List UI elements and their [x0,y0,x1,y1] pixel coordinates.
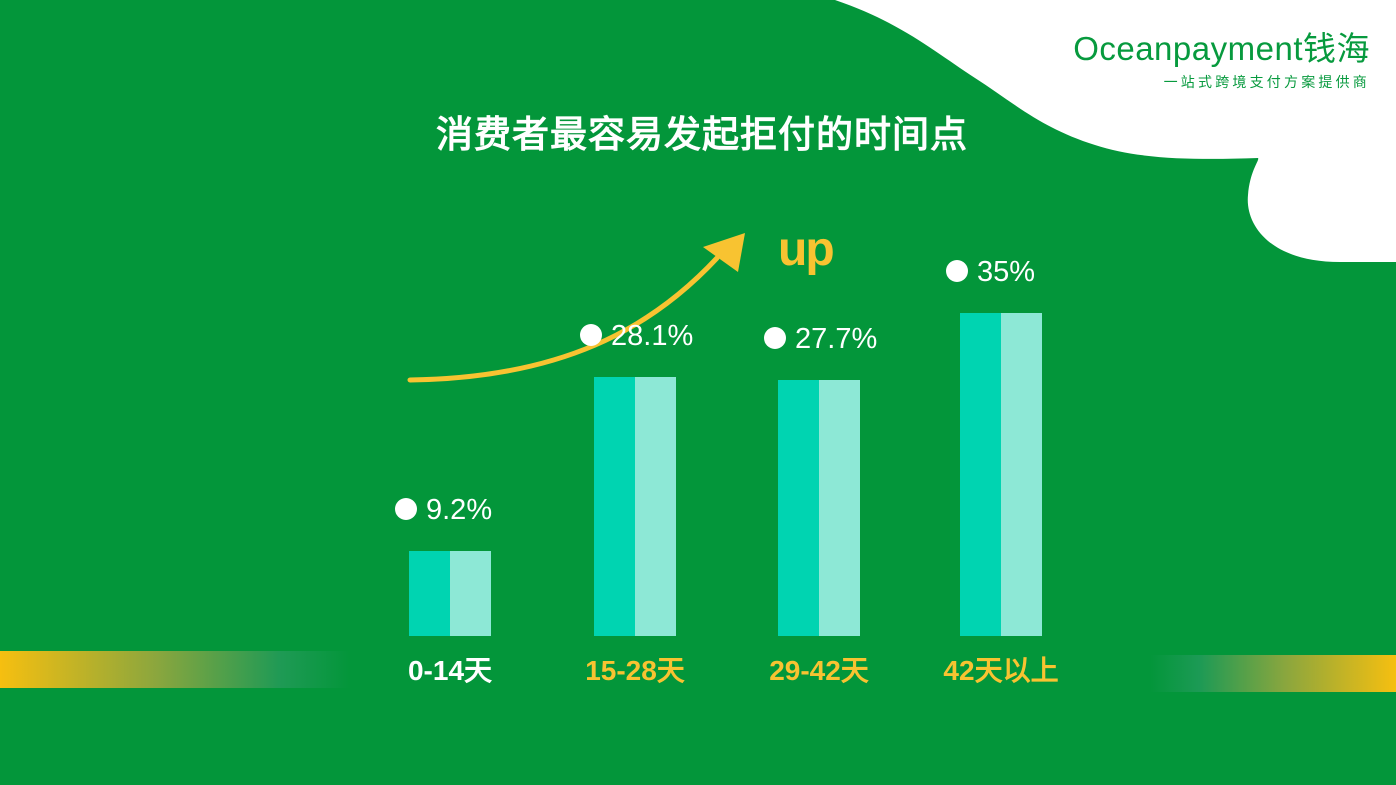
bar-light-half [450,551,491,636]
bar-4 [960,313,1042,636]
category-label: 42天以上 [943,655,1058,686]
bar-dark-half [594,377,635,636]
value-bullet-icon [395,498,417,520]
logo-wordmark: Oceanpayment钱海 [1073,30,1370,67]
category-label: 0-14天 [408,655,492,686]
value-bullet-icon [946,260,968,282]
bar-dark-half [409,551,450,636]
bar-dark-half [960,313,1001,636]
bar-light-half [819,380,860,636]
brand-logo: Oceanpayment钱海 一站式跨境支付方案提供商 [1073,22,1370,92]
bar-1 [409,551,491,636]
trend-arrowhead-icon [703,233,745,272]
logo-tagline: 一站式跨境支付方案提供商 [1163,74,1370,90]
bar-2 [594,377,676,636]
value-bullet-icon [764,327,786,349]
value-label: 9.2% [426,494,492,526]
decorative-strip-right [1150,655,1396,692]
bar-light-half [1001,313,1042,636]
bar-light-half [635,377,676,636]
bar-dark-half [778,380,819,636]
value-label: 28.1% [611,320,693,352]
trend-arrow-curve [407,255,720,383]
value-label: 27.7% [795,323,877,355]
value-bullet-icon [580,324,602,346]
value-label: 35% [977,256,1035,288]
category-label: 15-28天 [585,655,685,686]
decorative-strip-left [0,651,350,688]
category-label: 29-42天 [769,655,869,686]
trend-up-label: up [778,223,835,276]
page-title: 消费者最容易发起拒付的时间点 [436,114,968,155]
bar-3 [778,380,860,636]
